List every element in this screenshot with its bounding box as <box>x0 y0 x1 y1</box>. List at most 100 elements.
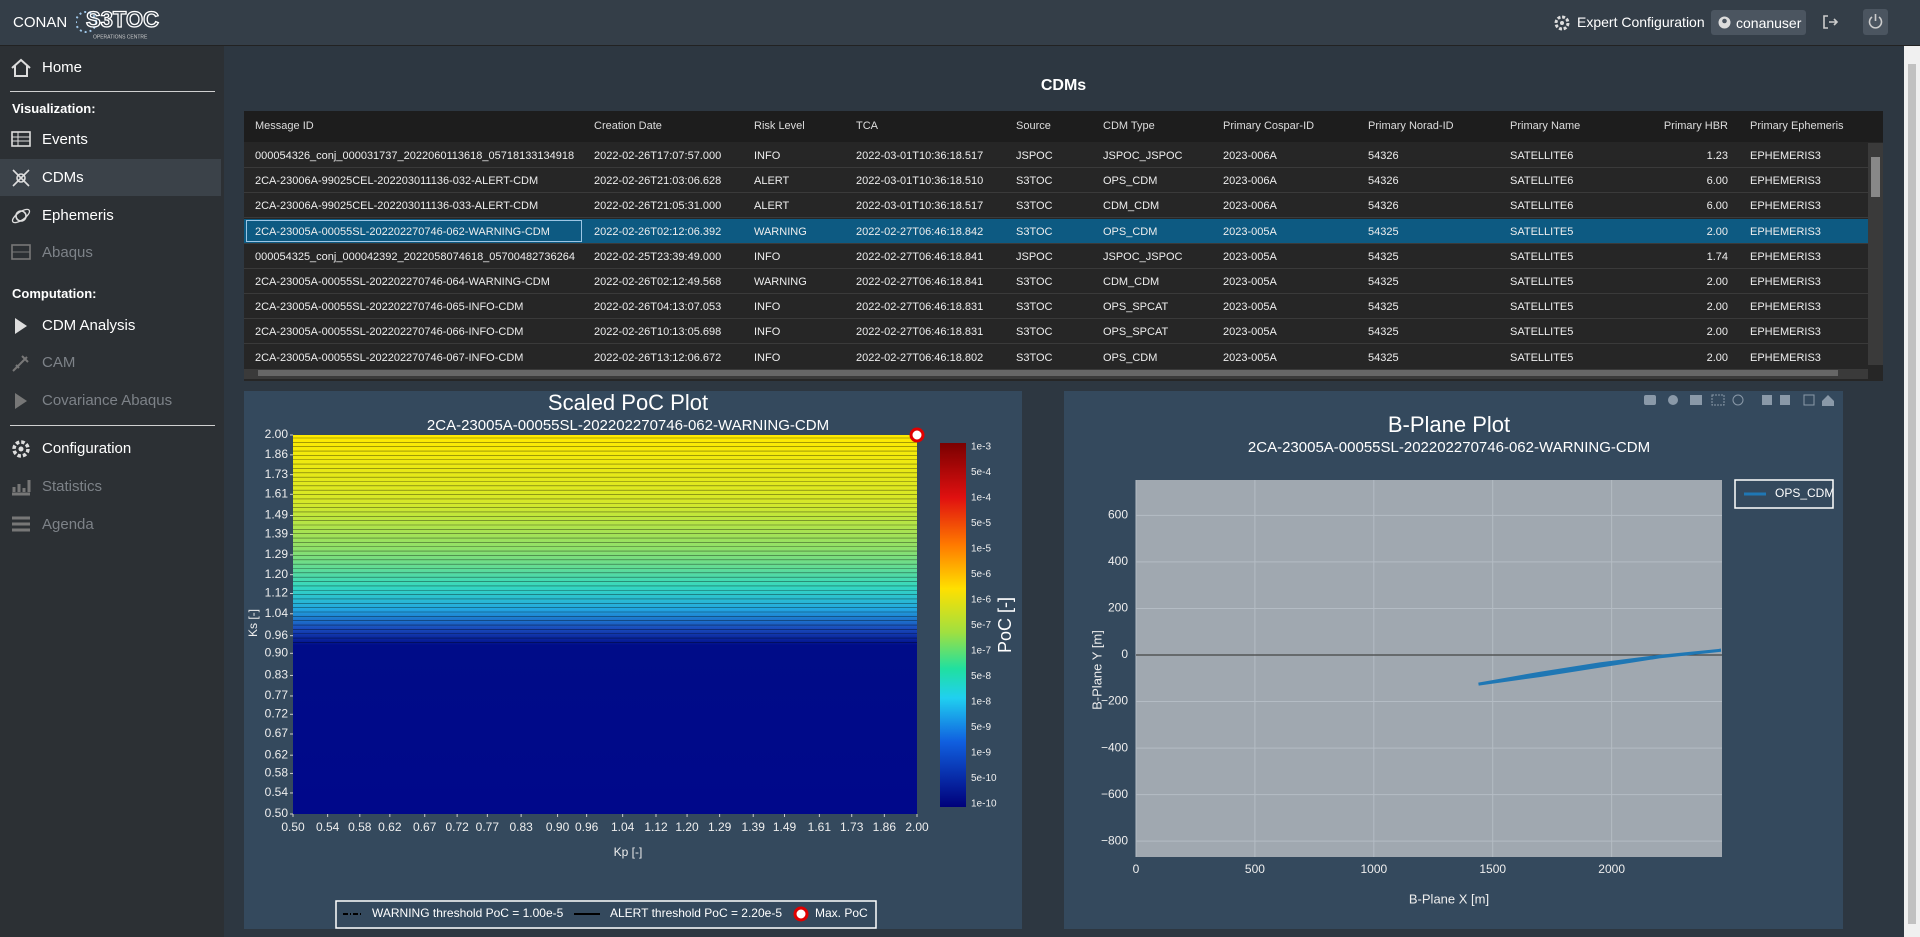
colorbar-label: 1e-8 <box>971 697 991 708</box>
table-row[interactable] <box>244 294 1868 320</box>
nav-cdm-analysis[interactable]: CDM Analysis <box>42 317 136 334</box>
column-header[interactable]: TCA <box>856 120 878 132</box>
column-header[interactable]: Primary Ephemeris <box>1750 120 1844 132</box>
selected-row[interactable] <box>244 218 1868 244</box>
y-tick-label: 1.86 <box>265 447 289 461</box>
column-header[interactable]: Source <box>1016 120 1051 132</box>
column-header[interactable]: Primary HBR <box>1663 120 1728 132</box>
v-scrollbar[interactable] <box>1868 143 1883 365</box>
legend-box <box>335 900 877 929</box>
table-cell: 54325 <box>1368 225 1399 238</box>
table-row[interactable] <box>244 168 1868 194</box>
table-cell: CDM_CDM <box>1103 200 1160 213</box>
legend-label: ALERT threshold PoC = 2.20e-5 <box>610 906 782 920</box>
table-cell: 2023-005A <box>1223 225 1277 238</box>
gear-icon <box>1554 15 1570 31</box>
user-name: conanuser <box>1736 15 1802 31</box>
colorbar-label: 5e-6 <box>971 569 991 580</box>
table-cell: S3TOC <box>1016 225 1053 238</box>
table-cell: EPHEMERIS3 <box>1750 175 1821 188</box>
column-header[interactable]: Primary Cospar-ID <box>1223 120 1315 132</box>
table-cell: 2022-02-26T02:12:49.568 <box>594 276 722 288</box>
column-header[interactable]: Primary Name <box>1510 120 1581 132</box>
nav-cam: CAM <box>42 354 76 371</box>
abaqus-icon <box>11 244 31 260</box>
scroll-thumb[interactable] <box>258 368 1838 376</box>
colorbar-label: 5e-5 <box>971 518 991 529</box>
nav-home[interactable]: Home <box>42 59 83 76</box>
x-tick-label: 1.20 <box>675 820 699 834</box>
x-tick-label: 1.39 <box>742 820 766 834</box>
table-cell: 2022-02-26T13:12:06.672 <box>594 351 722 364</box>
table-row[interactable] <box>244 243 1868 269</box>
table-cell: 2.00 <box>1706 301 1728 314</box>
power-button[interactable] <box>1863 9 1888 35</box>
table-row[interactable] <box>244 319 1868 345</box>
y-tick-label: 1.04 <box>265 606 289 620</box>
table-cell: SATELLITE5 <box>1510 326 1574 339</box>
table-row[interactable] <box>244 344 1868 370</box>
y-tick-label: 0.50 <box>265 806 289 820</box>
logo-text: S3TOC <box>86 7 159 32</box>
table-cell: 2022-03-01T10:36:18.517 <box>856 150 984 162</box>
table-cell: OPS_SPCAT <box>1103 326 1169 339</box>
scroll-thumb[interactable] <box>1871 157 1880 197</box>
x-tick-label: 1000 <box>1360 862 1387 876</box>
nav-abaqus: Abaqus <box>42 244 93 261</box>
section-heading: Computation: <box>12 286 97 301</box>
table-cell: JSPOC_JSPOC <box>1103 250 1183 263</box>
y-tick-label: 2.00 <box>265 427 289 441</box>
nav-configuration[interactable]: Configuration <box>42 440 132 457</box>
table-row[interactable] <box>244 143 1868 168</box>
table-cell: 2CA-23005A-00055SL-202202270746-066-INFO… <box>255 326 524 339</box>
plot-title: Scaled PoC Plot <box>548 391 708 415</box>
section-heading: Visualization: <box>12 101 96 116</box>
ephemeris-icon <box>11 208 31 224</box>
table-cell: SATELLITE6 <box>1510 150 1574 162</box>
column-header[interactable]: Primary Norad-ID <box>1368 120 1454 132</box>
play-icon <box>15 318 27 334</box>
table-cell: 1.23 <box>1706 150 1728 162</box>
table-cell: 2022-02-27T06:46:18.841 <box>856 250 984 263</box>
table-cell: SATELLITE5 <box>1510 250 1574 263</box>
nav-ephemeris[interactable]: Ephemeris <box>42 207 114 224</box>
nav-events[interactable]: Events <box>42 131 88 148</box>
y-tick-label: 200 <box>1108 601 1128 615</box>
colorbar-label: 1e-10 <box>971 799 997 810</box>
table-cell: EPHEMERIS3 <box>1750 200 1821 213</box>
table-cell: 2CA-23005A-00055SL-202202270746-062-WARN… <box>255 225 550 238</box>
table-cell: ALERT <box>754 175 790 188</box>
table-row[interactable] <box>244 193 1868 219</box>
y-tick-label: 0.96 <box>265 628 289 642</box>
x-tick-label: 0.67 <box>413 820 437 834</box>
y-tick-label: 0.83 <box>265 668 289 682</box>
colorbar-label: 5e-10 <box>971 773 997 784</box>
column-header[interactable]: Message ID <box>255 120 314 132</box>
expert-configuration[interactable]: Expert Configuration <box>1577 14 1705 30</box>
play-icon <box>15 393 27 409</box>
column-header[interactable]: Risk Level <box>754 120 805 132</box>
nav-cdms[interactable]: CDMs <box>42 169 84 186</box>
table-cell: SATELLITE5 <box>1510 351 1574 364</box>
table-cell: S3TOC <box>1016 276 1053 288</box>
table-cell: OPS_CDM <box>1103 175 1158 188</box>
user-button[interactable]: conanuser <box>1711 10 1806 35</box>
colorbar-label: 5e-7 <box>971 620 991 631</box>
table-row[interactable] <box>244 269 1868 294</box>
y-axis-label: Ks [-] <box>246 609 260 637</box>
scroll-thumb[interactable] <box>1908 64 1916 924</box>
table-cell: INFO <box>754 150 781 162</box>
column-header[interactable]: CDM Type <box>1103 120 1155 132</box>
table-cell: 6.00 <box>1706 175 1728 188</box>
logout-icon[interactable] <box>1821 13 1839 31</box>
page-scrollbar[interactable] <box>1904 46 1920 937</box>
x-tick-label: 0.58 <box>348 820 372 834</box>
column-header[interactable]: Creation Date <box>594 120 662 132</box>
plot-title: B-Plane Plot <box>1388 412 1510 437</box>
table-cell: SATELLITE6 <box>1510 175 1574 188</box>
table-cell: 54325 <box>1368 326 1399 339</box>
x-tick-label: 1.12 <box>644 820 668 834</box>
colorbar-label: 5e-4 <box>971 467 991 478</box>
table-cell: 2022-02-26T17:07:57.000 <box>594 150 722 162</box>
table-cell: JSPOC <box>1016 150 1053 162</box>
